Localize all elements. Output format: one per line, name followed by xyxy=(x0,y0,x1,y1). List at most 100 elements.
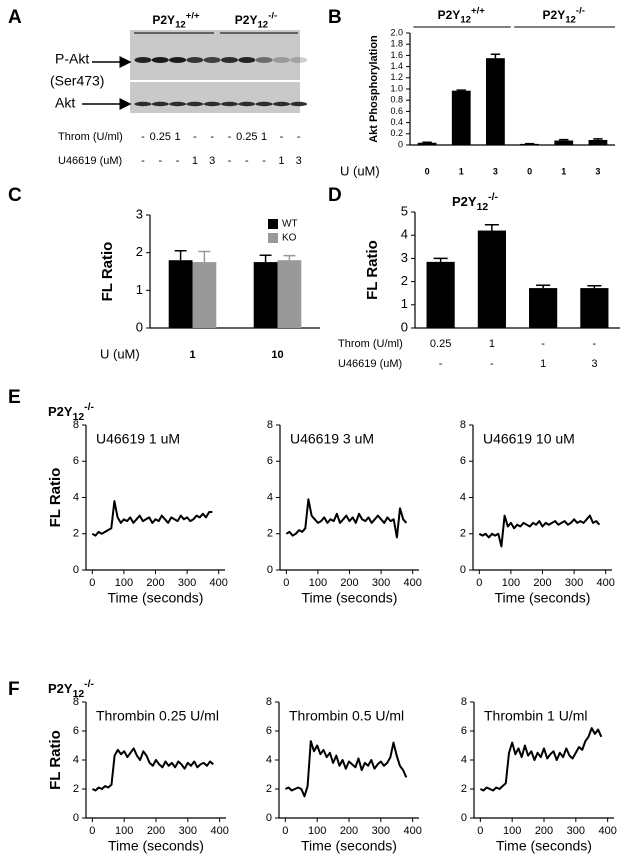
row-cell: 1 xyxy=(261,131,267,143)
x-tick-label: 300 xyxy=(179,825,197,837)
trace-line xyxy=(91,500,213,537)
row-cell: - xyxy=(490,358,494,370)
label-base: P2Y xyxy=(452,194,477,209)
y-tick-label: 6 xyxy=(460,455,466,467)
band xyxy=(238,101,256,107)
x-tick-label: 200 xyxy=(535,825,553,837)
error-bar xyxy=(283,254,296,261)
bar xyxy=(520,143,539,145)
label-sub: 12 xyxy=(477,202,489,213)
x-axis-label: U (uM) xyxy=(100,346,140,361)
x-tick-label: 0 xyxy=(477,825,483,837)
label-sup: -/- xyxy=(488,192,498,203)
y-tick-label: 1.6 xyxy=(390,50,403,60)
x-tick-label: 100 xyxy=(502,577,520,589)
band xyxy=(169,57,187,63)
band xyxy=(290,101,308,107)
y-tick-label: 0 xyxy=(136,319,143,334)
row-cell: 1 xyxy=(278,155,284,167)
row-label: U46619 (uM) xyxy=(338,358,402,370)
label-sub: 12 xyxy=(257,19,268,30)
y-tick-label: 4 xyxy=(73,491,79,503)
y-tick-label: 0.4 xyxy=(390,117,403,127)
error-bar xyxy=(174,250,187,261)
y-tick-label: 6 xyxy=(461,725,467,737)
x-tick-label: 100 xyxy=(115,825,133,837)
x-tick-label: 400 xyxy=(210,577,228,589)
band xyxy=(221,57,238,63)
rich-label: P2Y12-/- xyxy=(48,679,94,700)
x-axis-label: Time (seconds) xyxy=(496,838,592,854)
y-tick-label: 3 xyxy=(136,206,143,221)
x-tick-label: 300 xyxy=(565,577,583,589)
error-bar xyxy=(198,250,211,263)
trace-line xyxy=(284,740,408,798)
y-axis-label: FL Ratio xyxy=(364,240,381,300)
row-cell: - xyxy=(210,131,214,143)
x-tick-label: 400 xyxy=(598,825,616,837)
row-cell: - xyxy=(245,155,249,167)
x-tick-label: 100 xyxy=(115,577,133,589)
x-tick-label: 200 xyxy=(340,825,358,837)
y-tick-label: 4 xyxy=(401,227,408,242)
y-axis-label: Akt Phosphorylation xyxy=(368,35,380,143)
label-sub: 12 xyxy=(73,689,85,700)
row-cell: - xyxy=(593,338,597,350)
y-tick-label: 0 xyxy=(460,564,466,576)
band xyxy=(255,101,273,107)
row-cell: 1 xyxy=(540,358,546,370)
y-tick-label: 0 xyxy=(398,139,403,149)
band xyxy=(186,57,204,63)
x-tick-label: 300 xyxy=(372,825,390,837)
y-tick-label: 6 xyxy=(266,725,272,737)
band xyxy=(134,57,152,63)
bar xyxy=(192,262,217,328)
y-tick-label: 3 xyxy=(401,250,408,265)
legend-swatch xyxy=(268,233,278,243)
panel-letter: C xyxy=(8,185,22,206)
row-cell: 0.25 xyxy=(430,338,451,350)
y-tick-label: 4 xyxy=(267,491,273,503)
x-axis-label: Time (seconds) xyxy=(108,590,204,606)
rich-label: P2Y12-/- xyxy=(543,5,585,25)
y-tick-label: 4 xyxy=(461,754,467,766)
bar xyxy=(277,260,302,328)
panel-letter: F xyxy=(8,679,20,700)
x-tick-label: 0 xyxy=(425,166,430,176)
row-cell: - xyxy=(262,155,266,167)
trace-line xyxy=(479,727,603,792)
label-sup: -/- xyxy=(84,679,94,690)
error-bar xyxy=(484,224,499,231)
band xyxy=(238,57,256,63)
y-tick-label: 8 xyxy=(460,419,466,431)
y-tick-label: 2 xyxy=(136,244,143,259)
rich-label: P2Y12+/+ xyxy=(152,10,200,30)
y-tick-label: 2 xyxy=(461,783,467,795)
y-tick-label: 0 xyxy=(267,564,273,576)
row-cell: 0.25 xyxy=(150,131,171,143)
y-axis-label: FL Ratio xyxy=(47,730,64,790)
y-tick-label: 4 xyxy=(73,754,79,766)
y-tick-label: 8 xyxy=(73,696,79,708)
y-tick-label: 6 xyxy=(73,725,79,737)
row-cell: 3 xyxy=(209,155,215,167)
y-tick-label: 4 xyxy=(460,491,466,503)
error-bar xyxy=(259,254,272,263)
band xyxy=(151,57,169,63)
chart-title: Thrombin 0.5 U/ml xyxy=(289,708,404,724)
band xyxy=(186,101,204,107)
label-sub: 12 xyxy=(460,14,471,25)
y-tick-label: 0 xyxy=(73,812,79,824)
x-tick-label: 0 xyxy=(89,825,95,837)
y-tick-label: 5 xyxy=(401,203,408,218)
y-tick-label: 1 xyxy=(401,296,408,311)
chart-title: U46619 3 uM xyxy=(290,431,374,447)
y-tick-label: 0.6 xyxy=(390,106,403,116)
x-axis-label: Time (seconds) xyxy=(495,590,591,606)
label-base: P2Y xyxy=(438,8,461,22)
y-tick-label: 2 xyxy=(73,783,79,795)
row-cell: - xyxy=(228,155,232,167)
panel-letter: D xyxy=(328,185,342,206)
label-sup: -/- xyxy=(268,10,277,21)
chart-title: U46619 1 uM xyxy=(96,431,180,447)
